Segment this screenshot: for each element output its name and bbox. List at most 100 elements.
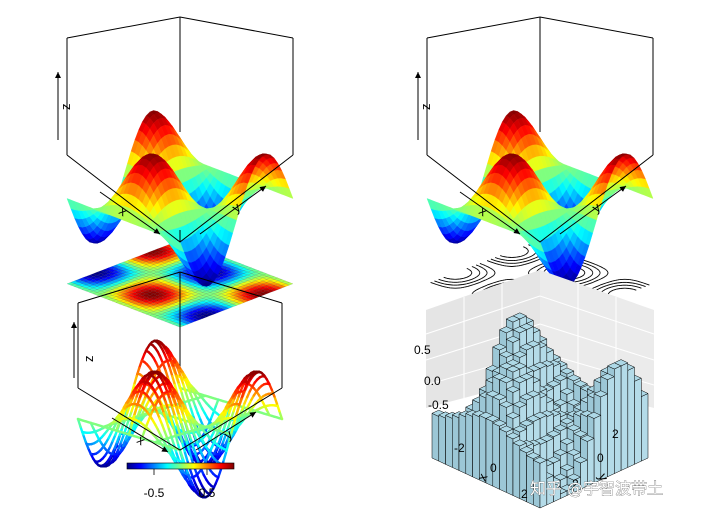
contour-segment xyxy=(542,265,545,268)
contour-segment xyxy=(587,276,591,279)
contour-segment xyxy=(463,276,467,279)
contour-segment xyxy=(487,266,491,269)
contour-segment xyxy=(606,272,609,276)
contour-segment xyxy=(518,258,523,261)
contour-segment xyxy=(492,269,494,271)
ribbon-segment xyxy=(183,451,189,463)
contour-segment xyxy=(596,268,599,271)
contour-segment xyxy=(471,277,475,280)
contour-segment xyxy=(606,284,611,287)
contour-segment xyxy=(478,270,480,272)
contour-segment xyxy=(627,282,633,284)
contour-segment xyxy=(601,286,605,289)
ribbon-segment xyxy=(184,422,190,434)
contour-segment xyxy=(635,283,640,286)
ribbon-segment xyxy=(184,391,190,403)
contour-segment xyxy=(489,261,494,264)
contour-segment xyxy=(525,257,529,260)
contour-segment xyxy=(503,256,508,258)
contour-segment xyxy=(600,277,604,280)
contour-segment xyxy=(528,255,532,258)
contour-segment xyxy=(467,284,472,287)
contour-segment xyxy=(470,270,473,273)
contour-segment xyxy=(595,264,599,267)
contour-segment xyxy=(478,265,482,268)
contour-segment xyxy=(434,280,438,283)
contour-segment xyxy=(495,280,500,283)
contour-segment xyxy=(490,267,493,270)
contour-segment xyxy=(490,258,494,261)
contour-segment xyxy=(492,281,497,284)
contour-segment xyxy=(587,267,591,270)
ribbon-segment xyxy=(275,402,281,413)
contour-segment xyxy=(639,284,643,287)
contour-segment xyxy=(527,249,529,252)
contour-segment xyxy=(588,279,592,282)
contour-segment xyxy=(532,257,536,260)
contour-segment xyxy=(591,274,593,276)
contour-segment xyxy=(440,282,445,285)
contour-segment xyxy=(530,254,534,257)
contour-segment xyxy=(523,246,526,249)
contour-segment xyxy=(464,285,468,288)
contour-segment xyxy=(538,264,542,267)
contour-segment xyxy=(469,274,472,277)
contour-segment xyxy=(535,265,539,268)
contour-segment xyxy=(439,284,443,287)
contour-segment xyxy=(499,264,503,266)
colorbar: -0.5 0.5 xyxy=(126,462,235,500)
contour-segment xyxy=(473,280,477,283)
contour-segment xyxy=(642,285,646,288)
contour-segment xyxy=(504,262,509,264)
contour-segment xyxy=(530,261,534,264)
contour-segment xyxy=(608,291,611,294)
contour-segment xyxy=(493,259,498,262)
contour-segment xyxy=(481,285,485,288)
ribbon-segment xyxy=(187,399,193,411)
contour-segment xyxy=(589,261,594,264)
contour-segment xyxy=(583,284,588,286)
contour-segment xyxy=(589,275,592,278)
contour-segment xyxy=(612,279,616,282)
contour-segment xyxy=(592,262,596,265)
contour-segment xyxy=(501,258,506,261)
contour-segment xyxy=(605,269,607,271)
contour-segment xyxy=(490,275,493,279)
contour-segment xyxy=(602,289,606,292)
panel-surface-image: x y z xyxy=(55,16,294,328)
contour-segment xyxy=(441,279,446,282)
contour-segment xyxy=(602,282,607,285)
contour-segment xyxy=(586,280,590,283)
contour-segment xyxy=(603,285,607,288)
contour-segment xyxy=(583,272,586,275)
contour-segment xyxy=(466,267,470,270)
ribbon-segment xyxy=(182,414,188,425)
colorbar-tick-label: -0.5 xyxy=(144,486,165,500)
ribbon-segment xyxy=(171,375,177,387)
contour-segment xyxy=(606,274,608,276)
contour-segment xyxy=(603,275,606,279)
contour-segment xyxy=(497,258,502,260)
contour-segment xyxy=(486,283,491,286)
contour-segment xyxy=(598,269,601,272)
contour-segment xyxy=(597,284,601,287)
ribbon-segment xyxy=(132,375,138,387)
contour-segment xyxy=(475,279,479,282)
contour-segment xyxy=(476,288,480,291)
contour-segment xyxy=(595,279,599,282)
panel-histogram3d: 0.5 0.0 -0.5 -2 0 2 -2 0 2 x y xyxy=(414,270,655,509)
contour-segment xyxy=(599,283,604,286)
contour-segment xyxy=(478,286,482,290)
contour-segment xyxy=(482,279,486,282)
contour-segment xyxy=(609,283,614,286)
contour-segment xyxy=(638,286,642,289)
contour-segment xyxy=(475,264,479,267)
contour-segment xyxy=(529,269,531,272)
contour-segment xyxy=(586,260,591,263)
colorbar-tick-label: 0.5 xyxy=(199,486,216,500)
contour-segment xyxy=(594,276,597,279)
contour-segment xyxy=(584,277,588,280)
contour-segment xyxy=(525,252,528,255)
contour-segment xyxy=(600,266,604,269)
contour-segment xyxy=(583,270,586,273)
